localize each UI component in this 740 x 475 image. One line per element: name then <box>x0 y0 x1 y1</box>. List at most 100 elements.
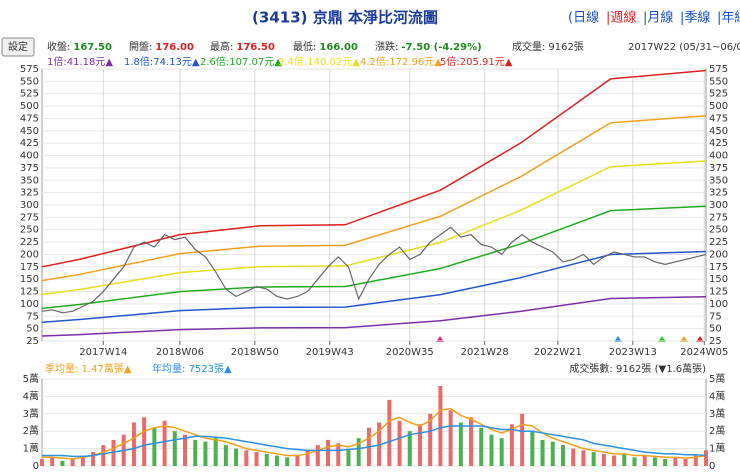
volume-bar <box>417 424 422 466</box>
river-line <box>41 250 707 323</box>
volume-bar <box>387 399 392 466</box>
y2-tick-label: 200 <box>709 249 728 260</box>
x-tick-label: 2024W05 <box>680 347 728 358</box>
legend-entry: 2.6倍:107.07元▲ <box>200 55 282 68</box>
volume-bar <box>520 413 525 466</box>
y2-tick-label: 2萬 <box>709 424 725 437</box>
volume-bar <box>346 450 351 466</box>
y2-tick-label: 350 <box>709 175 728 186</box>
volume-bar <box>244 450 249 466</box>
y-tick-label: 5萬 <box>23 372 39 385</box>
y-tick-label: 200 <box>20 249 39 260</box>
y-tick-label: 550 <box>20 76 39 87</box>
info-value: -7.50 (-4.29%) <box>401 42 481 53</box>
y2-tick-label: 450 <box>709 126 728 137</box>
info-item: 成交量: 9162張 <box>512 40 584 53</box>
x-tick-label: 2018W50 <box>231 347 279 358</box>
y2-tick-label: 425 <box>709 138 728 149</box>
info-value: 167.50 <box>73 42 112 53</box>
y-tick-label: 3萬 <box>23 407 39 420</box>
volume-bar <box>162 420 167 466</box>
volume-bar <box>560 445 565 466</box>
y-tick-label: 4萬 <box>23 389 39 402</box>
y-tick-label: 450 <box>20 126 39 137</box>
y-tick-label: 350 <box>20 175 39 186</box>
y-tick-label: 125 <box>20 287 39 298</box>
y2-tick-label: 475 <box>709 113 728 124</box>
volume-bar <box>479 427 484 466</box>
volume-bar <box>540 439 545 466</box>
y-tick-label: 525 <box>20 89 39 100</box>
settings-button[interactable] <box>1 37 35 57</box>
volume-bar <box>40 459 44 466</box>
volume-bar <box>50 457 55 466</box>
volume-bar <box>80 455 85 466</box>
river-line <box>41 296 707 337</box>
volume-bar <box>550 441 555 466</box>
y2-tick-label: 500 <box>709 101 728 112</box>
volume-bar <box>530 431 535 466</box>
volume-bar <box>234 448 239 466</box>
volume-bar <box>571 448 576 466</box>
volume-bar <box>152 427 157 466</box>
x-tick-label: 2019W43 <box>306 347 354 358</box>
volume-bar <box>172 431 177 466</box>
volume-bar <box>407 431 412 466</box>
volume-bar <box>305 450 310 466</box>
y-tick-label: 1萬 <box>23 442 39 455</box>
info-item: 2017W22 (05/31~06/0 <box>628 42 740 53</box>
volume-bar <box>142 417 147 466</box>
volume-bar <box>193 439 198 466</box>
volume-bar <box>601 453 606 466</box>
legend-entry: 年均量: 7523張▲ <box>152 362 232 375</box>
y2-tick-label: 75 <box>709 311 722 322</box>
volume-bar <box>203 441 208 466</box>
volume-bar <box>213 438 218 466</box>
page-title: (3413) 京鼎 本淨比河流圖 <box>252 9 438 27</box>
volume-bar <box>223 445 228 466</box>
period-link[interactable]: (日線 <box>568 10 599 26</box>
y-tick-label: 175 <box>20 262 39 273</box>
y-tick-label: 75 <box>26 311 39 322</box>
legend-entry: 1.8倍:74.13元▲ <box>124 55 200 68</box>
y-tick-label: 400 <box>20 151 39 162</box>
y2-tick-label: 225 <box>709 237 728 248</box>
y2-tick-label: 3萬 <box>709 407 725 420</box>
info-value: 176.00 <box>155 42 194 53</box>
volume-bar <box>377 422 382 466</box>
volume-bar <box>612 455 617 466</box>
info-item: 漲跌: -7.50 (-4.29%) <box>375 40 482 53</box>
period-link[interactable]: |月線 <box>643 10 673 26</box>
volume-bar <box>397 420 402 466</box>
y-tick-label: 2萬 <box>23 424 39 437</box>
y-tick-label: 50 <box>26 324 39 335</box>
volume-bar <box>693 455 698 466</box>
volume-bar <box>438 385 443 466</box>
period-link[interactable]: |週線 <box>606 10 636 26</box>
settings-button-label[interactable]: 設定 <box>8 40 28 53</box>
info-item: 收盤: 167.50 <box>47 40 112 53</box>
volume-bar <box>499 438 504 466</box>
volume-bar <box>448 410 453 466</box>
legend-entry: 1倍:41.18元▲ <box>47 55 113 68</box>
y2-tick-label: 4萬 <box>709 389 725 402</box>
volume-bar <box>581 450 586 466</box>
y-tick-label: 225 <box>20 237 39 248</box>
legend-entry: 季均量: 1.47萬張▲ <box>45 362 132 375</box>
volume-bar <box>704 450 708 466</box>
period-link[interactable]: |季線 <box>680 10 710 26</box>
y-tick-label: 150 <box>20 274 39 285</box>
legend-entry: 3.4倍:140.02元▲ <box>278 55 360 68</box>
volume-bar <box>622 453 627 466</box>
volume-bar <box>254 452 259 466</box>
info-label: 成交量: <box>512 40 545 53</box>
y-tick-label: 575 <box>20 64 39 75</box>
y2-tick-label: 575 <box>709 64 728 75</box>
info-label: 最低: <box>293 40 316 53</box>
x-tick-label: 2023W13 <box>609 347 657 358</box>
y2-tick-label: 275 <box>709 212 728 223</box>
volume-bar <box>183 434 188 466</box>
period-link[interactable]: |年線 <box>717 10 740 26</box>
y2-tick-label: 1萬 <box>709 442 725 455</box>
